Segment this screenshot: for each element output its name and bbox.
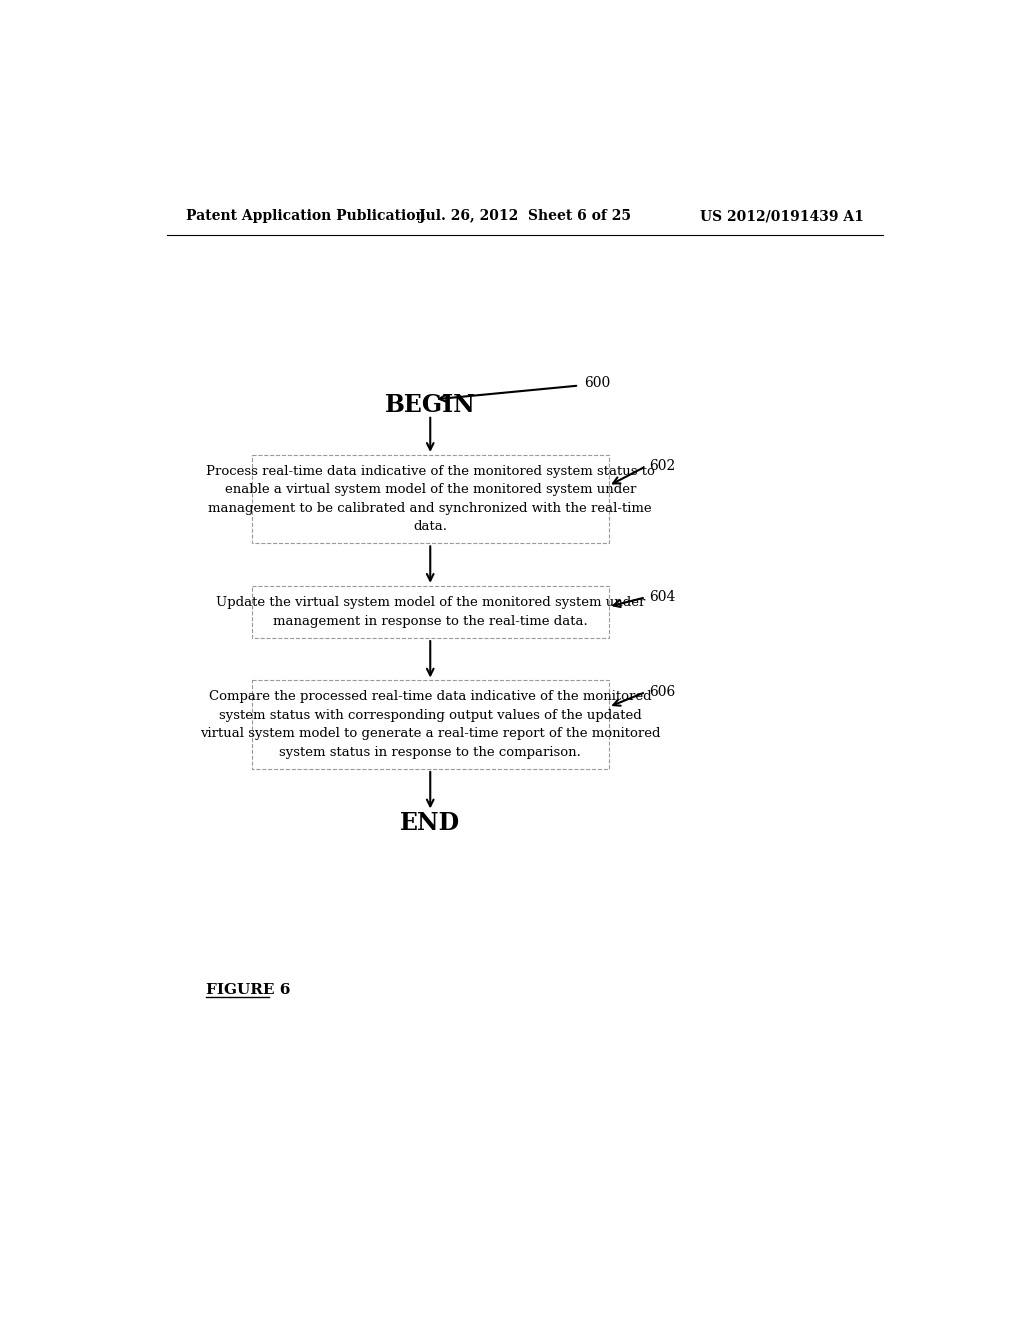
Text: Patent Application Publication: Patent Application Publication bbox=[186, 209, 426, 223]
Text: Process real-time data indicative of the monitored system status to
enable a vir: Process real-time data indicative of the… bbox=[206, 465, 654, 533]
Text: Jul. 26, 2012  Sheet 6 of 25: Jul. 26, 2012 Sheet 6 of 25 bbox=[419, 209, 631, 223]
Text: FIGURE 6: FIGURE 6 bbox=[206, 983, 290, 997]
Text: END: END bbox=[400, 810, 461, 836]
Text: 606: 606 bbox=[649, 685, 676, 700]
FancyBboxPatch shape bbox=[252, 586, 608, 638]
Text: 600: 600 bbox=[584, 376, 610, 391]
Text: Update the virtual system model of the monitored system under
management in resp: Update the virtual system model of the m… bbox=[216, 597, 645, 628]
Text: BEGIN: BEGIN bbox=[385, 393, 476, 417]
Text: 602: 602 bbox=[649, 459, 676, 474]
FancyBboxPatch shape bbox=[252, 681, 608, 770]
Text: US 2012/0191439 A1: US 2012/0191439 A1 bbox=[700, 209, 864, 223]
Text: 604: 604 bbox=[649, 590, 676, 605]
FancyBboxPatch shape bbox=[252, 455, 608, 544]
Text: Compare the processed real-time data indicative of the monitored
system status w: Compare the processed real-time data ind… bbox=[200, 690, 660, 759]
